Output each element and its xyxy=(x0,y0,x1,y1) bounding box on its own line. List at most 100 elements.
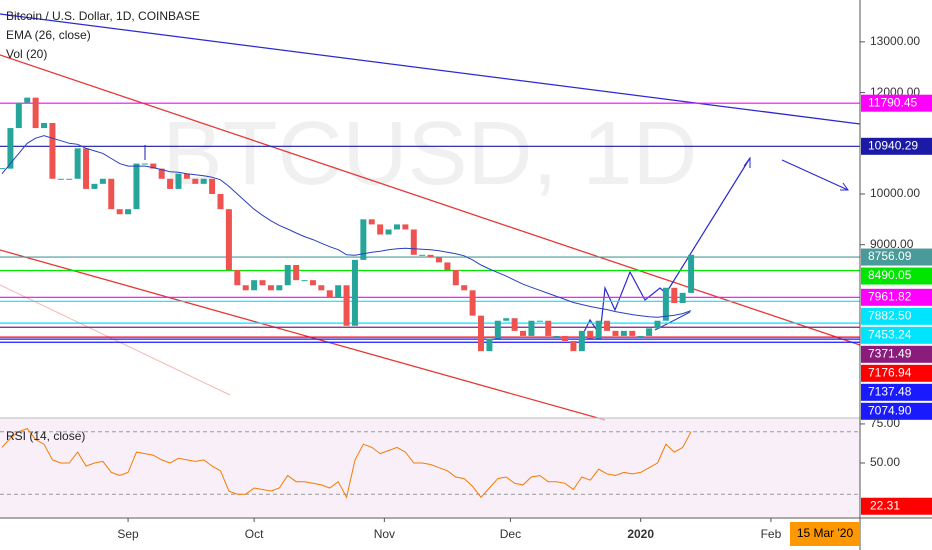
x-tick-label: Feb xyxy=(761,527,782,541)
candle xyxy=(83,148,90,189)
candle xyxy=(511,318,518,331)
price-level-label: 7961.82 xyxy=(868,289,912,303)
candle xyxy=(66,178,73,180)
candle xyxy=(267,285,274,291)
rsi-marker-tag xyxy=(861,497,932,515)
candle xyxy=(108,178,115,210)
x-tick-label: Dec xyxy=(500,527,521,541)
candle xyxy=(234,270,241,286)
candle xyxy=(32,97,39,129)
candle xyxy=(209,178,216,194)
y-tick-label: 13000.00 xyxy=(870,34,920,48)
price-level-tag xyxy=(861,288,932,306)
candle xyxy=(293,264,300,281)
candle xyxy=(150,163,157,169)
candle xyxy=(545,320,552,336)
candle xyxy=(461,285,468,291)
rsi xyxy=(0,428,860,499)
candle xyxy=(217,193,224,210)
candle xyxy=(419,254,426,256)
candle xyxy=(629,330,636,336)
candle xyxy=(41,122,48,129)
candle xyxy=(141,163,148,165)
candle xyxy=(192,178,199,184)
candle xyxy=(612,330,619,336)
candle xyxy=(284,264,291,286)
candle xyxy=(410,229,417,255)
x-tick-label: 2020 xyxy=(627,527,654,541)
price-level-label: 8756.09 xyxy=(868,249,912,263)
rsi-pane xyxy=(0,418,860,517)
watermark: BTCUSD, 1D xyxy=(162,104,697,204)
candle xyxy=(318,285,325,291)
candle xyxy=(225,209,232,271)
candle xyxy=(24,97,31,103)
candle xyxy=(478,315,485,352)
y-tick-label: 9000.00 xyxy=(870,237,914,251)
y-tick-label: 10000.00 xyxy=(870,186,920,200)
candle xyxy=(662,287,669,321)
rsi-marker-label: 22.31 xyxy=(870,498,900,512)
candle xyxy=(301,280,308,282)
candle xyxy=(553,335,560,337)
ema-line xyxy=(1,135,692,318)
candle xyxy=(49,122,56,179)
candle xyxy=(393,224,400,230)
rsi-tick-label: 75.00 xyxy=(870,416,900,430)
candle xyxy=(427,254,434,258)
candle xyxy=(679,292,686,303)
candle xyxy=(646,328,653,336)
plot xyxy=(0,97,695,352)
price-level-tag xyxy=(861,364,932,382)
x-tick-label: Oct xyxy=(245,527,264,541)
candle xyxy=(133,163,140,210)
candle xyxy=(402,224,409,230)
candle xyxy=(276,285,283,291)
chart-title: Bitcoin / U.S. Dollar, 1D, COINBASE xyxy=(6,9,200,23)
candle xyxy=(99,178,106,184)
candle xyxy=(335,285,342,298)
candle xyxy=(377,224,384,235)
volume-legend: Vol (20) xyxy=(6,47,47,61)
price-level-tag xyxy=(861,383,932,401)
price-level-tag xyxy=(861,307,932,325)
cursor-date: 15 Mar '20 xyxy=(797,526,854,540)
price-level-label: 7453.24 xyxy=(868,327,912,341)
candle xyxy=(578,330,585,352)
candle xyxy=(486,338,493,352)
price-level-label: 11790.45 xyxy=(868,95,917,109)
candle xyxy=(309,280,316,286)
candle xyxy=(385,229,392,235)
candle xyxy=(654,320,661,329)
price-level-label: 7882.50 xyxy=(868,308,912,322)
candle xyxy=(15,102,22,129)
x-tick-label: Nov xyxy=(374,527,395,541)
candle xyxy=(671,287,678,303)
candle xyxy=(343,285,350,326)
price-level-label: 7176.94 xyxy=(868,365,912,379)
candle xyxy=(242,285,249,291)
price-level-tag xyxy=(861,345,932,363)
cursor-date-box xyxy=(790,522,860,546)
candle xyxy=(175,173,182,189)
price-level-label: 8490.05 xyxy=(868,268,912,282)
candle xyxy=(562,335,569,342)
candle xyxy=(570,341,577,352)
candle xyxy=(326,290,333,298)
price-level-label: 10940.29 xyxy=(868,138,918,152)
candle xyxy=(587,330,594,339)
candle xyxy=(351,259,358,326)
candle xyxy=(503,318,510,321)
candle xyxy=(688,254,695,293)
candle xyxy=(368,219,375,225)
candle xyxy=(259,280,266,286)
candle xyxy=(452,270,459,286)
price-level-label: 7371.49 xyxy=(868,346,912,360)
candle xyxy=(74,148,81,179)
candle xyxy=(125,209,132,215)
candle xyxy=(251,280,258,291)
price-level-tag xyxy=(861,248,932,266)
candle xyxy=(494,320,501,339)
axis-labels: 13000.0012000.0010000.009000.0011790.451… xyxy=(117,34,932,541)
